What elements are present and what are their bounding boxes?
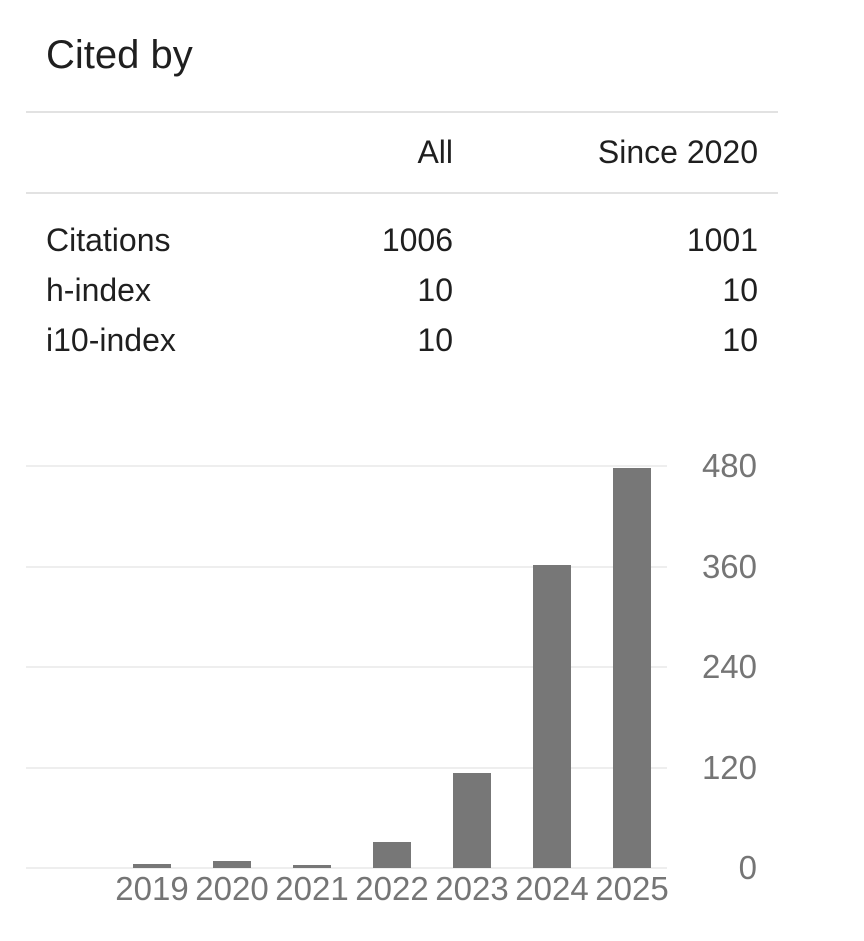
bar-2019[interactable] [133, 864, 171, 868]
citations-all-value: 1006 [381, 222, 453, 258]
bar-2025[interactable] [613, 468, 651, 868]
table-row-h-index: h-index 10 10 [0, 268, 864, 312]
citations-since-value: 1001 [686, 222, 758, 258]
y-axis-label-240: 240 [701, 648, 757, 685]
gridline-240 [26, 666, 667, 668]
bar-2021[interactable] [293, 865, 331, 868]
bar-2023[interactable] [453, 773, 491, 868]
citations-per-year-chart: 480 360 240 120 0 2019 2020 2021 2022 2023 2024 202… [0, 430, 864, 941]
x-axis-label-2022: 2022 [355, 870, 429, 907]
gridline-0 [26, 867, 667, 869]
y-axis-label-360: 360 [701, 548, 757, 585]
table-row-i10-index: i10-index 10 10 [0, 318, 864, 362]
h-index-since-value: 10 [722, 272, 758, 308]
y-axis-label-0: 0 [738, 849, 757, 886]
gridline-480 [26, 465, 667, 467]
x-axis-label-2021: 2021 [275, 870, 349, 907]
bar-2020[interactable] [213, 861, 251, 868]
table-row-citations: Citations 1006 1001 [0, 218, 864, 262]
divider-top [26, 111, 778, 113]
row-label-h-index: h-index [46, 272, 151, 308]
i10-index-all-value: 10 [417, 322, 453, 358]
x-axis-label-2019: 2019 [115, 870, 189, 907]
table-header-row: All Since 2020 [0, 130, 864, 174]
divider-header [26, 192, 778, 194]
y-axis-label-480: 480 [701, 447, 757, 484]
x-axis-label-2024: 2024 [515, 870, 589, 907]
gridline-120 [26, 767, 667, 769]
row-label-i10-index: i10-index [46, 322, 176, 358]
bar-2024[interactable] [533, 565, 571, 868]
x-axis-label-2020: 2020 [195, 870, 269, 907]
x-axis-label-2025: 2025 [595, 870, 669, 907]
bar-2022[interactable] [373, 842, 411, 868]
panel-title: Cited by [46, 33, 193, 77]
h-index-all-value: 10 [417, 272, 453, 308]
column-header-since-2020: Since 2020 [597, 134, 758, 170]
column-header-all: All [417, 134, 453, 170]
y-axis-label-120: 120 [701, 749, 757, 786]
gridline-360 [26, 566, 667, 568]
i10-index-since-value: 10 [722, 322, 758, 358]
row-label-citations: Citations [46, 222, 171, 258]
x-axis-label-2023: 2023 [435, 870, 509, 907]
